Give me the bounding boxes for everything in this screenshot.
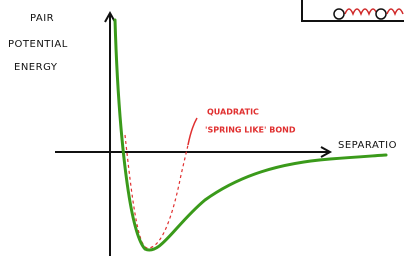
annotation: 'SPRING LIKE' BOND	[205, 126, 296, 135]
diagram: PAIR POTENTIAL ENERGY SEPARATIO QUADRATI…	[0, 0, 404, 256]
y-label: POTENTIAL	[8, 39, 68, 50]
y-label: PAIR	[30, 13, 54, 24]
x-label: SEPARATIO	[338, 140, 397, 151]
y-label: ENERGY	[14, 62, 58, 73]
annotation: QUADRATIC	[207, 108, 259, 117]
